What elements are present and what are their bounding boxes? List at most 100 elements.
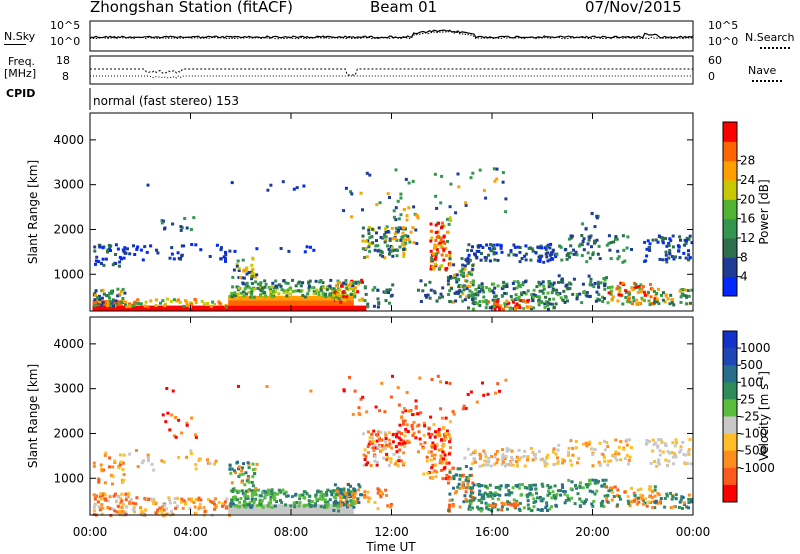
echo-cell — [449, 476, 453, 480]
echo-cell — [414, 399, 418, 403]
echo-cell — [528, 484, 532, 487]
echo-cell — [640, 289, 644, 293]
echo-cell — [535, 491, 538, 495]
echo-cell — [247, 271, 251, 274]
echo-cell — [503, 457, 507, 461]
echo-cell — [122, 478, 126, 482]
echo-cell — [363, 285, 367, 289]
echo-cell — [241, 258, 245, 262]
echo-cell — [607, 241, 611, 245]
echo-cell — [615, 287, 619, 291]
echo-cell — [269, 293, 273, 297]
echo-cell — [389, 502, 393, 506]
echo-cell — [449, 437, 452, 441]
colorbar-swatch — [723, 331, 737, 349]
echo-cell — [473, 458, 477, 462]
echo-cell — [479, 244, 483, 248]
echo-cell — [601, 453, 605, 457]
echo-cell — [134, 502, 138, 506]
echo-cell — [98, 244, 102, 248]
echo-cell — [641, 298, 645, 302]
echo-cell — [234, 489, 238, 493]
echo-cell — [607, 489, 611, 493]
echo-cell — [269, 290, 273, 293]
echo-cell — [453, 491, 457, 495]
echo-cell — [556, 448, 560, 452]
echo-cell — [567, 446, 571, 450]
echo-cell — [390, 293, 394, 297]
echo-cell — [601, 295, 604, 299]
echo-cell — [665, 492, 669, 496]
echo-cell — [395, 460, 399, 464]
echo-cell — [593, 241, 596, 245]
echo-cell — [521, 281, 525, 284]
power-panel — [92, 167, 694, 311]
echo-cell — [511, 463, 515, 467]
echo-cell — [432, 246, 436, 250]
echo-cell — [121, 510, 125, 514]
colorbar-swatch — [723, 365, 737, 383]
nsky-label: N.Sky — [4, 30, 36, 43]
echo-cell — [429, 450, 433, 454]
echo-cell — [368, 497, 372, 500]
echo-cell — [174, 435, 178, 439]
echo-cell — [182, 304, 186, 308]
echo-cell — [448, 440, 452, 444]
echo-cell — [404, 234, 408, 238]
ytick-label: 2000 — [53, 426, 84, 440]
echo-cell — [688, 256, 692, 260]
echo-cell — [269, 501, 273, 505]
echo-cell — [248, 286, 252, 290]
xtick-label: 12:00 — [374, 525, 409, 539]
echo-cell — [145, 250, 149, 254]
echo-cell — [494, 452, 497, 456]
echo-cell — [529, 305, 533, 309]
echo-cell — [319, 288, 323, 292]
echo-cell — [493, 301, 497, 305]
echo-cell — [321, 281, 325, 285]
echo-cell — [228, 463, 232, 467]
echo-cell — [559, 489, 562, 492]
echo-cell — [575, 297, 579, 301]
echo-cell — [602, 439, 606, 443]
echo-cell — [251, 256, 255, 260]
echo-cell — [275, 286, 279, 290]
echo-cell — [603, 482, 607, 486]
echo-cell — [405, 391, 409, 394]
echo-cell — [534, 294, 537, 298]
echo-cell — [571, 453, 575, 457]
echo-cell — [153, 502, 157, 506]
echo-cell — [326, 502, 330, 506]
echo-cell — [105, 294, 109, 298]
echo-cell — [467, 295, 471, 299]
echo-cell — [292, 187, 296, 191]
echo-cell — [555, 253, 559, 257]
echo-cell — [563, 300, 567, 304]
echo-cell — [517, 281, 521, 285]
echo-cell — [501, 171, 505, 175]
echo-cell — [492, 282, 496, 286]
echo-cell — [346, 505, 349, 509]
echo-cell — [487, 300, 491, 304]
echo-cell — [342, 293, 346, 297]
echo-cell — [570, 234, 574, 238]
echo-cell — [609, 459, 613, 463]
echo-cell — [630, 486, 633, 490]
echo-cell — [337, 509, 341, 513]
echo-cell — [161, 413, 165, 417]
echo-cell — [277, 283, 281, 287]
echo-cell — [616, 249, 620, 253]
echo-cell — [409, 230, 413, 234]
echo-cell — [219, 248, 223, 252]
echo-cell — [654, 293, 658, 297]
echo-cell — [545, 504, 549, 508]
echo-cell — [466, 248, 470, 252]
echo-cell — [482, 295, 486, 299]
echo-cell — [92, 512, 96, 516]
echo-cell — [555, 504, 558, 508]
echo-cell — [611, 295, 615, 299]
echo-cell — [261, 505, 265, 509]
echo-cell — [664, 237, 668, 240]
echo-cell — [324, 295, 328, 298]
echo-cell — [496, 382, 500, 386]
